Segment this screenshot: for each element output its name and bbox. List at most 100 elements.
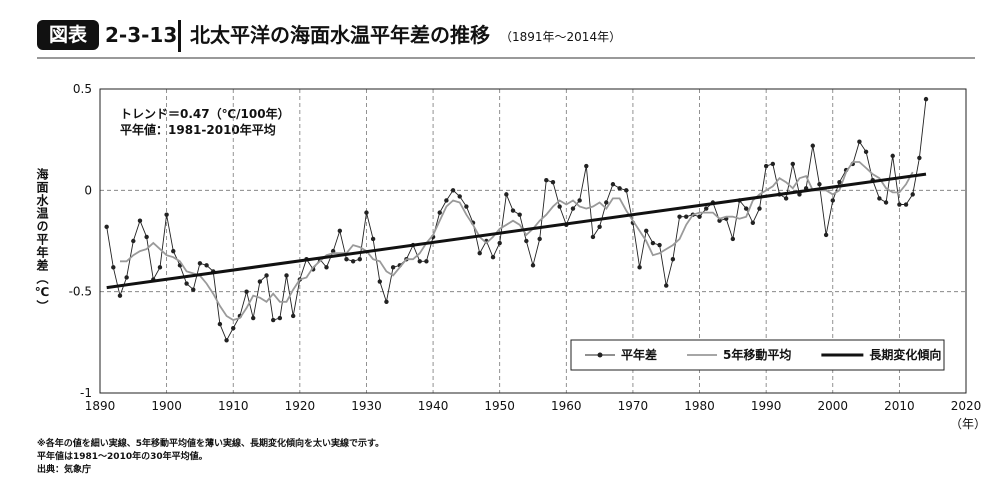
- data-point: [817, 182, 822, 187]
- data-point: [637, 265, 642, 270]
- annotation: 平年値：1981-2010年平均: [120, 122, 276, 137]
- x-tick-label: 2000: [817, 399, 848, 413]
- data-point: [464, 204, 469, 209]
- data-point: [757, 206, 762, 211]
- data-point: [204, 263, 209, 268]
- data-point: [377, 279, 382, 284]
- data-point: [577, 198, 582, 203]
- data-point: [144, 234, 149, 240]
- x-tick-label: 1930: [351, 399, 382, 413]
- data-point: [184, 281, 189, 286]
- data-point: [664, 283, 669, 288]
- note: 出典：気象庁: [37, 465, 92, 475]
- data-point: [497, 240, 502, 246]
- data-point: [444, 198, 449, 203]
- annual-line: [106, 99, 927, 342]
- data-point: [570, 206, 576, 211]
- data-point: [770, 161, 776, 167]
- x-tick-label: 1970: [618, 399, 649, 413]
- data-point: [823, 232, 829, 238]
- data-point: [504, 192, 509, 197]
- x-tick-label: 1980: [684, 399, 715, 413]
- data-point: [697, 214, 702, 219]
- data-point: [743, 206, 749, 211]
- legend-label: 長期変化傾向: [869, 347, 941, 362]
- y-tick-label: 0.5: [73, 82, 92, 96]
- trend-line: [106, 172, 927, 290]
- data-point: [670, 257, 676, 262]
- data-point: [910, 192, 915, 197]
- x-tick-label: 1950: [484, 399, 515, 413]
- data-point: [277, 315, 283, 321]
- data-point: [171, 248, 176, 254]
- data-point: [903, 202, 909, 207]
- x-tick-label: 1910: [218, 399, 249, 413]
- data-point: [357, 257, 362, 262]
- x-tick-label: 1960: [551, 399, 582, 413]
- data-point: [624, 188, 629, 193]
- data-point: [530, 263, 536, 268]
- data-point: [490, 255, 496, 260]
- data-point: [164, 212, 169, 217]
- data-point: [364, 210, 369, 215]
- x-tick-label: 2010: [884, 399, 915, 413]
- legend-label: 5年移動平均: [723, 347, 791, 362]
- data-point: [344, 257, 349, 262]
- chart-subtitle: （1891年～2014年）: [500, 30, 621, 44]
- plot-frame: [99, 88, 967, 394]
- data-point: [244, 289, 249, 294]
- data-point: [610, 182, 616, 187]
- data-point: [830, 198, 835, 203]
- data-point: [790, 161, 795, 167]
- data-point: [704, 206, 709, 211]
- data-point: [424, 259, 429, 264]
- data-point: [271, 317, 276, 323]
- data-point: [510, 208, 516, 213]
- data-point: [857, 139, 862, 144]
- data-point: [197, 261, 203, 266]
- data-point: [877, 196, 882, 201]
- data-point: [257, 279, 263, 284]
- chart-title: 北太平洋の海面水温平年差の推移: [190, 23, 490, 47]
- data-point: [837, 180, 842, 185]
- data-point: [684, 214, 689, 219]
- data-point: [324, 265, 329, 270]
- data-point: [137, 218, 143, 223]
- figure-number: 2-3-13: [105, 23, 177, 47]
- data-point: [584, 163, 589, 169]
- legend-label: 平年差: [621, 347, 657, 362]
- y-tick-label: 0: [84, 183, 92, 197]
- data-point: [437, 210, 442, 215]
- data-point: [917, 155, 922, 161]
- data-point: [450, 188, 456, 193]
- data-point: [863, 149, 869, 155]
- data-point: [677, 214, 682, 219]
- data-point: [251, 315, 256, 321]
- x-tick-label: 1890: [85, 399, 116, 413]
- data-point: [290, 313, 296, 319]
- data-point: [524, 238, 529, 244]
- data-point: [457, 194, 462, 199]
- data-point: [604, 200, 609, 205]
- data-point: [231, 325, 236, 331]
- x-tick-label: 1940: [418, 399, 449, 413]
- data-point: [657, 242, 662, 248]
- data-point: [544, 178, 549, 183]
- data-point: [191, 287, 196, 292]
- data-point: [763, 163, 769, 169]
- data-point: [224, 338, 229, 343]
- data-point: [330, 248, 336, 254]
- data-point: [124, 275, 129, 280]
- data-point: [597, 224, 602, 230]
- data-point: [131, 238, 136, 244]
- data-point: [644, 228, 649, 234]
- data-point: [550, 180, 556, 185]
- data-point: [350, 259, 356, 264]
- data-point: [264, 273, 269, 278]
- data-point: [590, 234, 596, 240]
- data-point: [477, 250, 482, 256]
- data-point: [117, 293, 123, 298]
- data-point: [390, 265, 396, 270]
- data-point: [897, 202, 902, 207]
